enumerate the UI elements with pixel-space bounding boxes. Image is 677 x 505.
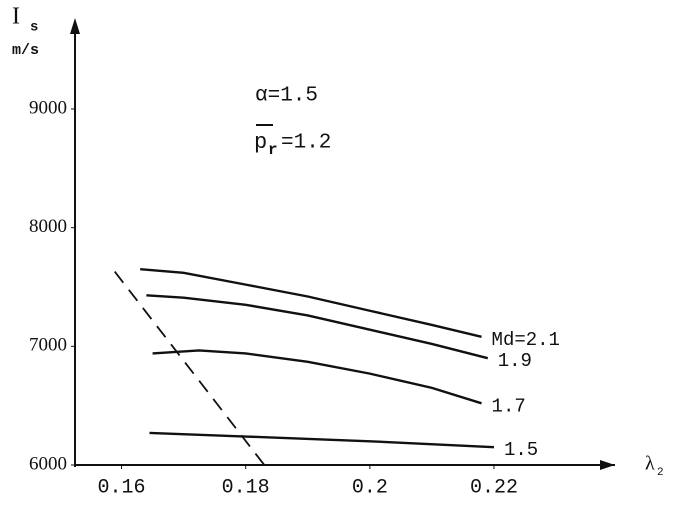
annotation: =1.2 bbox=[281, 132, 331, 155]
series-label: 1.5 bbox=[504, 439, 538, 461]
y-unit: m/s bbox=[12, 42, 39, 59]
series-line bbox=[140, 268, 482, 339]
series-line bbox=[146, 294, 489, 360]
x-tick-label: 0.2 bbox=[352, 476, 388, 499]
y-tick-label: 6000 bbox=[29, 453, 67, 474]
annotation-sub: r bbox=[268, 141, 278, 159]
x-label: λ bbox=[645, 453, 655, 475]
y-label: I bbox=[12, 4, 20, 30]
series-label: 1.9 bbox=[498, 350, 532, 372]
y-tick-label: 8000 bbox=[29, 216, 67, 237]
x-label-sub: 2 bbox=[657, 467, 664, 479]
y-tick-label: 9000 bbox=[29, 97, 67, 118]
y-label-sub: s bbox=[30, 20, 38, 36]
y-tick-label: 7000 bbox=[29, 335, 67, 356]
series-line bbox=[152, 349, 482, 405]
y-arrow bbox=[70, 18, 80, 34]
x-tick-label: 0.16 bbox=[98, 476, 146, 499]
series-label: Md=2.1 bbox=[492, 329, 560, 351]
annotation: p bbox=[254, 130, 267, 155]
annotation: α=1.5 bbox=[255, 85, 318, 108]
series-line bbox=[149, 431, 495, 449]
series-line bbox=[114, 271, 266, 466]
series-label: 1.7 bbox=[492, 395, 526, 417]
x-tick-label: 0.18 bbox=[222, 476, 270, 499]
x-tick-label: 0.22 bbox=[470, 476, 518, 499]
x-arrow bbox=[600, 460, 615, 470]
